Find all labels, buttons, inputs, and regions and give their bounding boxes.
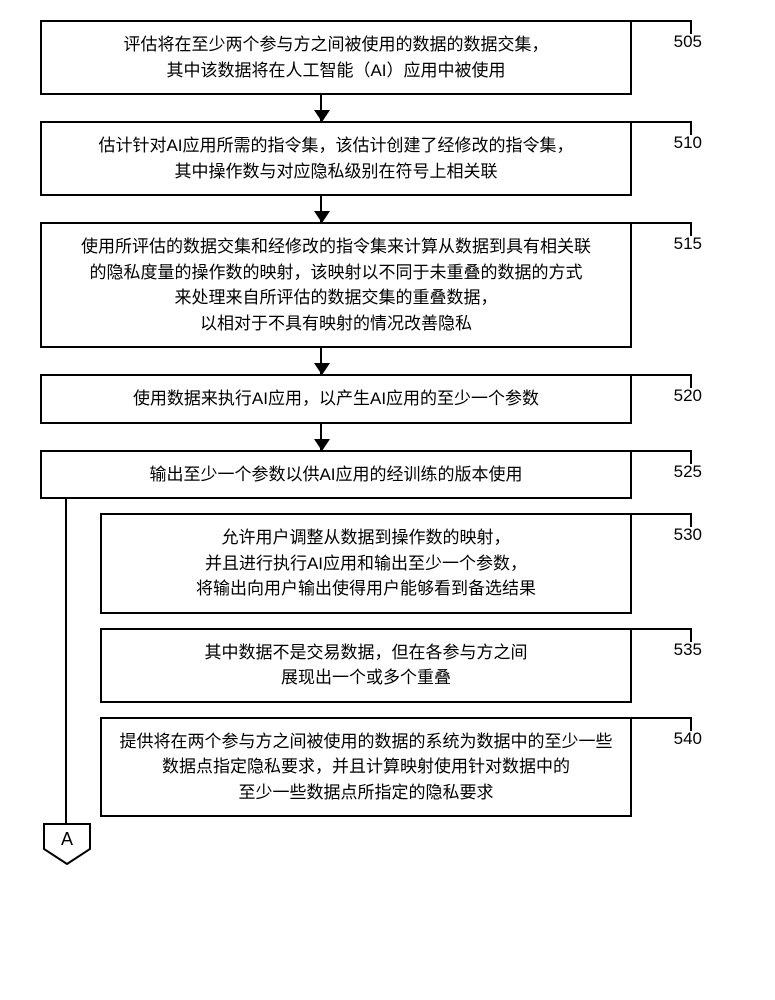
- step-text: 并且进行执行AI应用和输出至少一个参数，: [205, 554, 527, 573]
- step-box-525: 输出至少一个参数以供AI应用的经训练的版本使用: [40, 450, 632, 500]
- step-box-520: 使用数据来执行AI应用，以产生AI应用的至少一个参数: [40, 374, 632, 424]
- step-label: 510: [674, 133, 702, 153]
- step-label: 535: [674, 640, 702, 660]
- step-box-530: 允许用户调整从数据到操作数的映射， 并且进行执行AI应用和输出至少一个参数， 将…: [100, 513, 632, 614]
- step-row-505: 评估将在至少两个参与方之间被使用的数据的数据交集， 其中该数据将在人工智能（AI…: [20, 20, 755, 95]
- step-text: 评估将在至少两个参与方之间被使用的数据的数据交集，: [124, 35, 549, 54]
- step-label: 525: [674, 462, 702, 482]
- step-text: 提供将在两个参与方之间被使用的数据的系统为数据中的至少一些: [120, 732, 613, 751]
- step-text: 其中数据不是交易数据，但在各参与方之间: [205, 643, 528, 662]
- step-row-525: 输出至少一个参数以供AI应用的经训练的版本使用 525: [20, 450, 755, 500]
- arrow-down: [20, 424, 755, 450]
- step-box-535: 其中数据不是交易数据，但在各参与方之间 展现出一个或多个重叠: [100, 628, 632, 703]
- step-text: 允许用户调整从数据到操作数的映射，: [222, 528, 511, 547]
- step-row-510: 估计针对AI应用所需的指令集，该估计创建了经修改的指令集， 其中操作数与对应隐私…: [20, 121, 755, 196]
- step-text: 其中该数据将在人工智能（AI）应用中被使用: [166, 61, 505, 80]
- step-row-540: 提供将在两个参与方之间被使用的数据的系统为数据中的至少一些 数据点指定隐私要求，…: [20, 717, 755, 818]
- step-text: 的隐私度量的操作数的映射，该映射以不同于未重叠的数据的方式: [90, 263, 583, 282]
- step-box-510: 估计针对AI应用所需的指令集，该估计创建了经修改的指令集， 其中操作数与对应隐私…: [40, 121, 632, 196]
- flowchart-container: 评估将在至少两个参与方之间被使用的数据的数据交集， 其中该数据将在人工智能（AI…: [20, 20, 755, 865]
- arrow-down: [20, 95, 755, 121]
- side-rail-line: [65, 499, 67, 825]
- step-row-530: 允许用户调整从数据到操作数的映射， 并且进行执行AI应用和输出至少一个参数， 将…: [20, 513, 755, 614]
- step-text: 将输出向用户输出使得用户能够看到备选结果: [196, 579, 536, 598]
- step-text: 使用数据来执行AI应用，以产生AI应用的至少一个参数: [133, 389, 539, 408]
- step-row-520: 使用数据来执行AI应用，以产生AI应用的至少一个参数 520: [20, 374, 755, 424]
- step-label: 520: [674, 386, 702, 406]
- arrow-down: [20, 196, 755, 222]
- step-text: 输出至少一个参数以供AI应用的经训练的版本使用: [149, 465, 522, 484]
- step-text: 数据点指定隐私要求，并且计算映射使用针对数据中的: [162, 757, 570, 776]
- step-row-535: 其中数据不是交易数据，但在各参与方之间 展现出一个或多个重叠 535: [20, 628, 755, 703]
- step-box-505: 评估将在至少两个参与方之间被使用的数据的数据交集， 其中该数据将在人工智能（AI…: [40, 20, 632, 95]
- step-text: 以相对于不具有映射的情况改善隐私: [200, 314, 472, 333]
- step-label: 530: [674, 525, 702, 545]
- step-row-515: 使用所评估的数据交集和经修改的指令集来计算从数据到具有相关联 的隐私度量的操作数…: [20, 222, 755, 348]
- step-box-540: 提供将在两个参与方之间被使用的数据的系统为数据中的至少一些 数据点指定隐私要求，…: [100, 717, 632, 818]
- step-label: 505: [674, 32, 702, 52]
- step-text: 来处理来自所评估的数据交集的重叠数据，: [175, 288, 498, 307]
- step-text: 估计针对AI应用所需的指令集，该估计创建了经修改的指令集，: [98, 136, 573, 155]
- step-text: 使用所评估的数据交集和经修改的指令集来计算从数据到具有相关联: [81, 237, 591, 256]
- step-text: 其中操作数与对应隐私级别在符号上相关联: [175, 162, 498, 181]
- step-box-515: 使用所评估的数据交集和经修改的指令集来计算从数据到具有相关联 的隐私度量的操作数…: [40, 222, 632, 348]
- offpage-connector-label: A: [43, 829, 91, 850]
- step-label: 540: [674, 729, 702, 749]
- step-text: 展现出一个或多个重叠: [281, 668, 451, 687]
- offpage-connector-a: A: [43, 823, 91, 865]
- step-text: 至少一些数据点所指定的隐私要求: [239, 783, 494, 802]
- step-label: 515: [674, 234, 702, 254]
- arrow-down: [20, 348, 755, 374]
